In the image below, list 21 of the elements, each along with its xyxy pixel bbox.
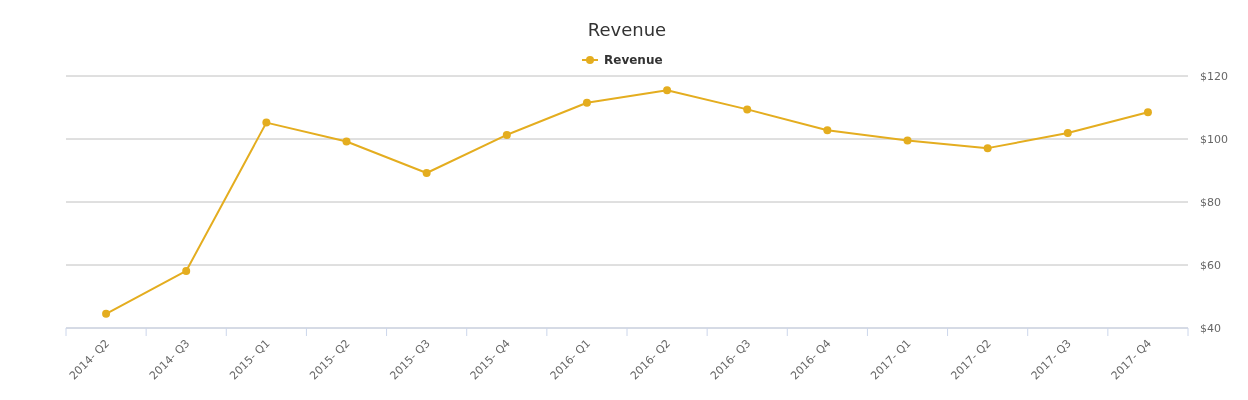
y-tick-label: $100 [1200,133,1228,146]
point [582,98,591,107]
point [1063,129,1072,138]
legend-label: Revenue [604,53,663,67]
chart-title: Revenue [587,19,667,40]
point [502,130,511,139]
y-tick-label: $40 [1200,322,1221,335]
point [983,144,992,153]
y-tick-label: $120 [1200,70,1228,83]
point [1143,108,1152,117]
point [262,118,271,127]
point [102,309,111,318]
point [342,137,351,146]
point [663,86,672,95]
y-tick-label: $60 [1200,259,1221,272]
y-tick-label: $80 [1200,196,1221,209]
point [823,126,832,135]
point [182,266,191,275]
point [903,136,912,145]
point [422,169,431,178]
point [743,105,752,114]
